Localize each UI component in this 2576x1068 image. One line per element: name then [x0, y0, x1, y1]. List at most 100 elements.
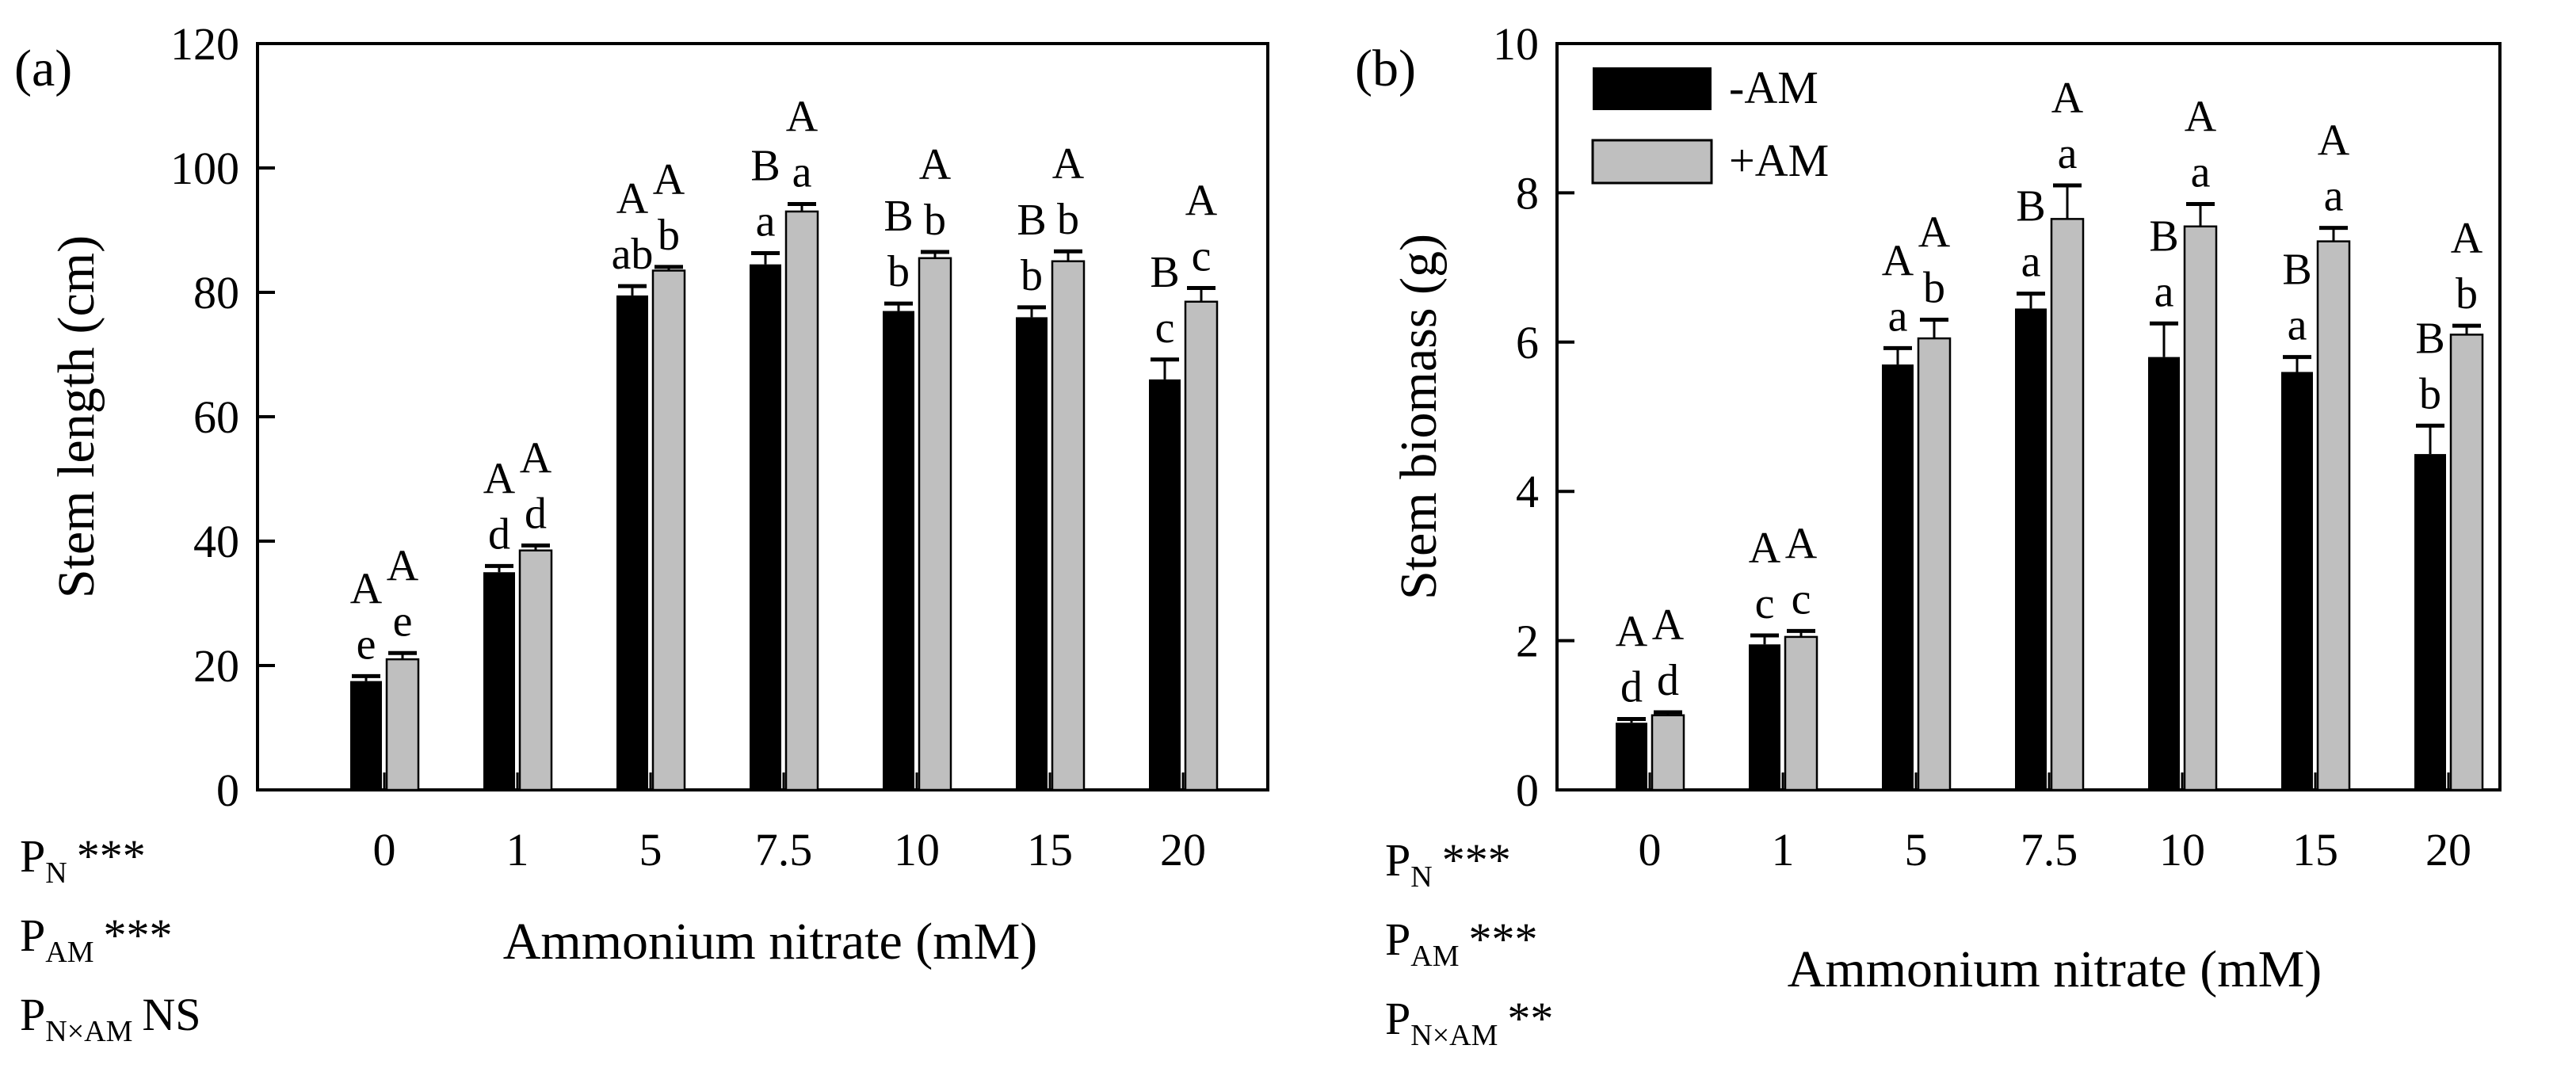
y-tick-label: 10	[1493, 18, 1539, 70]
lowercase-letter: a	[2191, 148, 2211, 197]
panel-label: (b)	[1355, 40, 1416, 97]
lowercase-letter: a	[2058, 129, 2078, 178]
y-tick-label: 6	[1516, 317, 1539, 368]
significance-line: PN ***	[1385, 834, 1511, 894]
bar-plus-am	[918, 257, 952, 791]
lowercase-letter: a	[756, 197, 776, 246]
lowercase-letter: a	[2324, 172, 2344, 221]
lowercase-letter: c	[1792, 574, 1811, 624]
bar-minus-am	[616, 295, 648, 790]
panel-label: (a)	[14, 40, 72, 97]
lowercase-letter: a	[1888, 292, 1908, 341]
sig-subscript: N×AM	[1410, 1019, 1498, 1052]
x-axis-title: Ammonium nitrate (mM)	[503, 913, 1038, 971]
sig-subscript: N	[1410, 860, 1432, 894]
lowercase-letter: c	[1192, 232, 1212, 281]
x-tick-label: 7.5	[755, 824, 813, 875]
bar-plus-am	[651, 269, 686, 791]
x-tick-label: 15	[2292, 824, 2338, 875]
bar-plus-am	[1184, 300, 1219, 791]
y-axis-title: Stem biomass (g)	[1390, 234, 1448, 600]
y-tick-label: 80	[193, 267, 239, 318]
y-tick-label: 100	[170, 143, 239, 194]
bar-plus-am	[1051, 260, 1086, 791]
bar-plus-am	[2449, 334, 2484, 791]
uppercase-letter: B	[1017, 196, 1046, 245]
bar-plus-am	[2316, 240, 2351, 791]
sig-value: ***	[1469, 914, 1538, 965]
x-tick-label: 20	[2425, 824, 2471, 875]
x-tick-label: 5	[1905, 824, 1928, 875]
uppercase-letter: A	[1052, 139, 1085, 189]
lowercase-letter: c	[1155, 303, 1175, 353]
y-tick-label: 0	[216, 765, 239, 816]
uppercase-letter: A	[1749, 524, 1781, 573]
x-tick-label: 10	[894, 824, 940, 875]
x-tick-label: 1	[1772, 824, 1795, 875]
x-axis-title: Ammonium nitrate (mM)	[1788, 940, 2322, 998]
uppercase-letter: B	[883, 192, 913, 241]
bar-minus-am	[350, 681, 382, 790]
x-tick-label: 1	[506, 824, 529, 875]
uppercase-letter: B	[2149, 212, 2178, 261]
bar-minus-am	[750, 264, 781, 790]
sig-main: P	[1385, 834, 1410, 886]
sig-main: P	[20, 830, 45, 882]
significance-line: PAM ***	[20, 910, 173, 969]
sig-subscript: N	[45, 856, 67, 890]
y-axis-title: Stem length (cm)	[48, 235, 105, 598]
significance-line: PN×AM **	[1385, 993, 1553, 1052]
uppercase-letter: A	[919, 140, 952, 189]
y-tick-label: 4	[1516, 466, 1539, 517]
lowercase-letter: d	[488, 509, 510, 559]
bar-minus-am	[483, 572, 515, 790]
bar-minus-am	[2414, 454, 2446, 790]
uppercase-letter: A	[1785, 519, 1818, 568]
uppercase-letter: A	[786, 93, 819, 142]
bar-plus-am	[1784, 635, 1818, 791]
sig-subscript: N×AM	[45, 1015, 132, 1048]
uppercase-letter: A	[1185, 177, 1218, 226]
sig-value: ***	[1442, 834, 1511, 886]
y-tick-label: 8	[1516, 167, 1539, 219]
sig-main: P	[20, 989, 45, 1040]
lowercase-letter: a	[2154, 267, 2174, 316]
x-tick-label: 10	[2159, 824, 2205, 875]
lowercase-letter: b	[2456, 269, 2478, 318]
lowercase-letter: ab	[612, 230, 654, 279]
legend-swatch	[1591, 139, 1713, 185]
uppercase-letter: A	[1652, 601, 1685, 650]
uppercase-letter: B	[1150, 248, 1179, 297]
sig-value: **	[1507, 993, 1553, 1044]
uppercase-letter: A	[616, 174, 649, 223]
bar-plus-am	[518, 549, 553, 791]
uppercase-letter: A	[2451, 214, 2483, 263]
lowercase-letter: a	[792, 148, 812, 197]
lowercase-letter: a	[2288, 301, 2307, 350]
lowercase-letter: d	[525, 489, 547, 538]
bar-minus-am	[883, 311, 914, 790]
uppercase-letter: A	[387, 541, 419, 590]
y-tick-label: 120	[170, 18, 239, 70]
sig-main: P	[1385, 993, 1410, 1044]
bar-minus-am	[1749, 644, 1780, 790]
uppercase-letter: A	[2185, 93, 2217, 142]
bar-plus-am	[385, 658, 420, 791]
sig-value: NS	[142, 989, 200, 1040]
uppercase-letter: A	[1616, 608, 1648, 657]
bar-plus-am	[1651, 714, 1685, 791]
sig-main: P	[20, 910, 45, 961]
y-tick-label: 40	[193, 516, 239, 567]
uppercase-letter: B	[750, 142, 780, 191]
lowercase-letter: a	[2021, 238, 2041, 287]
legend-swatch	[1593, 67, 1712, 110]
lowercase-letter: b	[1923, 264, 1945, 313]
uppercase-letter: A	[2051, 74, 2084, 123]
lowercase-letter: d	[1620, 663, 1643, 712]
lowercase-letter: e	[393, 597, 413, 646]
significance-line: PN ***	[20, 830, 146, 890]
bar-minus-am	[1016, 317, 1048, 790]
y-tick-label: 20	[193, 640, 239, 692]
